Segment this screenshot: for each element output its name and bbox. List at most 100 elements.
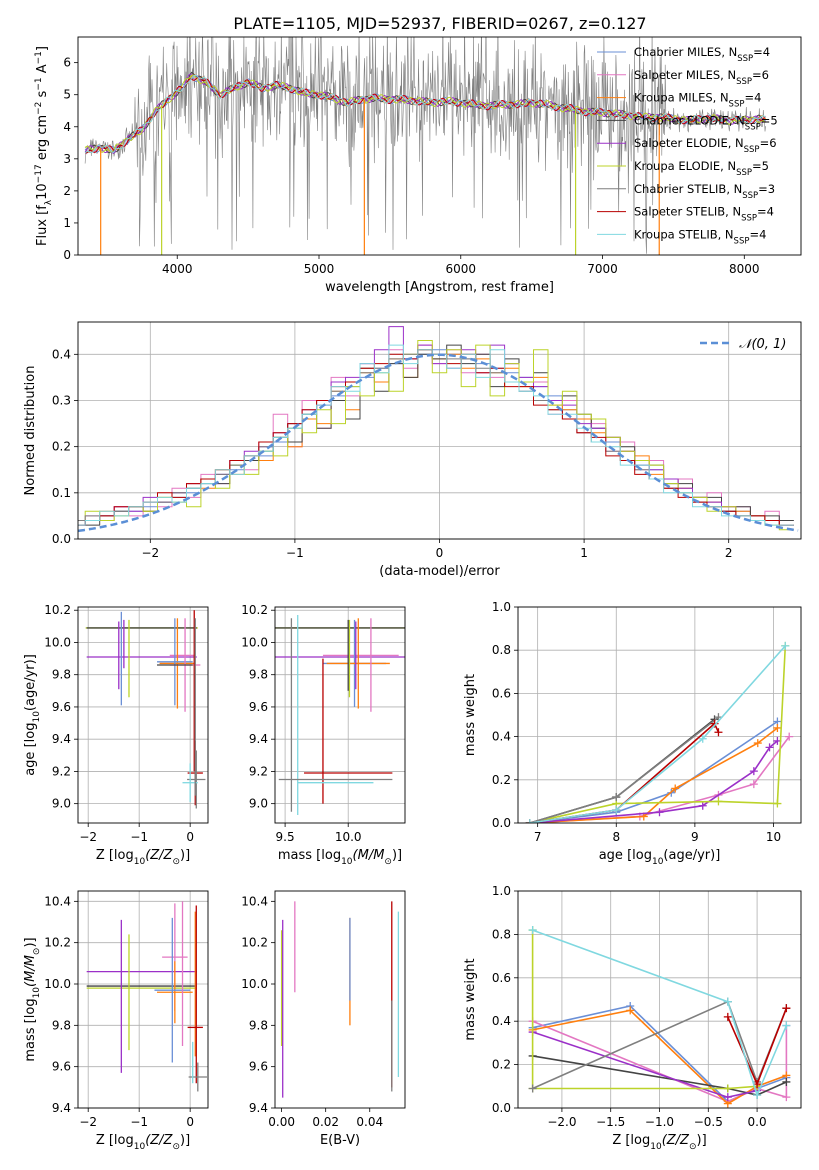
residuals-ytick-label: 0.4 [52, 347, 71, 361]
residual-histogram-series [78, 349, 794, 526]
ebv_vs_mass-xtick-label: 0.04 [356, 1115, 383, 1129]
residual-histogram-series [78, 344, 794, 526]
spectrum-ylabel: Flux [fλ10−17 erg cm−2 s−1 A−1] [34, 46, 54, 246]
z_mass_weight-ytick-label: 0.8 [492, 927, 511, 941]
residuals-xtick-label: 1 [580, 546, 588, 560]
z_mass_weight-ytick-label: 1.0 [492, 884, 511, 898]
z_mass_weight-ytick-label: 0.2 [492, 1058, 511, 1072]
z_vs_mass-ytick-label: 9.6 [52, 1060, 71, 1074]
ebv_vs_mass-ytick-label: 10.4 [241, 894, 268, 908]
residuals-frame [77, 321, 802, 540]
model-spectrum-line [84, 74, 766, 154]
mass-weight-point-marker [753, 739, 762, 748]
z_mass_weight-xtick-label: −2.0 [547, 1115, 576, 1129]
mass_vs_age-frame [274, 606, 406, 824]
residual-histogram-series [78, 349, 794, 526]
spectrum-ytick-label: 3 [63, 152, 71, 166]
z_mass_weight-ytick-label: 0.0 [492, 1101, 511, 1115]
mass-weight-series-line [529, 645, 787, 823]
residuals-ytick-label: 0.1 [52, 486, 71, 500]
z_vs_age-ytick-label: 9.4 [52, 732, 71, 746]
age_mass_weight-xlabel: age [log10(age/yr)] [599, 848, 721, 867]
mass-weight-series-line [532, 1055, 787, 1096]
mass-weight-point-marker [782, 1004, 791, 1013]
mass_vs_age-xtick-label: 10.0 [335, 830, 362, 844]
z_mass_weight-xlabel: Z [log10(Z/Z⊙)] [612, 1133, 706, 1152]
mass-weight-point-marker [723, 1084, 732, 1093]
mass-weight-point-marker [671, 784, 680, 793]
z_vs_mass-xtick-label: −1 [130, 1115, 148, 1129]
mass-weight-series-line [529, 727, 778, 823]
z_mass_weight-frame [517, 890, 802, 1109]
spectrum-ytick-label: 5 [63, 88, 71, 102]
age_mass_weight-ytick-label: 1.0 [492, 600, 511, 614]
spectrum-xtick-label: 7000 [587, 262, 618, 276]
spectrum-frame [77, 36, 802, 256]
figure-title: PLATE=1105, MJD=52937, FIBERID=0267, z=0… [233, 14, 646, 33]
age_mass_weight-ytick-label: 0.0 [492, 816, 511, 830]
mass_vs_age-xtick-label: 9.5 [276, 830, 295, 844]
mass-weight-point-marker [723, 1012, 732, 1021]
residuals-panel: −2 −1 0 1 2 0.0 0.1 0.2 0.3 0.4 (data-model)/error… [23, 321, 802, 579]
spectrum-ytick-label: 2 [63, 184, 71, 198]
ebv_vs_mass-frame [274, 890, 406, 1109]
mass-weight-point-marker [723, 1093, 732, 1102]
mass-weight-point-marker [528, 926, 537, 935]
z_mass_weight-xtick-label: 0.0 [748, 1115, 767, 1129]
z_vs_age-ytick-label: 10.0 [44, 635, 71, 649]
z_mass_weight-xtick-label: −1.5 [596, 1115, 625, 1129]
z_mass_weight-xtick-label: −1.0 [645, 1115, 674, 1129]
age_mass_weight-frame [517, 606, 802, 824]
z_vs_mass-xlabel: Z [log10(Z/Z⊙)] [96, 1133, 190, 1152]
z_vs_age-ylabel: age [log10(age/yr)] [23, 654, 42, 776]
mass-weight-point-marker [723, 997, 732, 1006]
mass-weight-point-marker [782, 1093, 791, 1102]
mass-weight-point-marker [612, 806, 621, 815]
legend-entry: 𝒩(0, 1) [739, 337, 786, 352]
mass-weight-point-marker [765, 743, 774, 752]
mass-weight-point-marker [698, 734, 707, 743]
age_mass_weight-xtick-label: 8 [612, 830, 620, 844]
ebv_vs_mass-ytick-label: 10.2 [241, 936, 268, 950]
z_vs_mass-ytick-label: 10.2 [44, 936, 71, 950]
mass-weight-point-marker [773, 723, 782, 732]
z_vs_mass-ylabel: mass [log10(M/M⊙)] [23, 937, 42, 1061]
legend-entry: Salpeter STELIB, NSSP=4 [634, 205, 774, 224]
z_vs_age-ytick-label: 9.0 [52, 797, 71, 811]
mass-weight-point-marker [655, 808, 664, 817]
spectrum-plot-area [84, 37, 767, 255]
residuals-ytick-label: 0.3 [52, 393, 71, 407]
spectrum-panel: 4000 5000 6000 7000 8000 0 1 2 3 4 5 6 wavelength [A… [34, 36, 802, 295]
legend-entry: Kroupa MILES, NSSP=4 [634, 91, 761, 110]
mass-weight-point-marker [525, 819, 534, 823]
z_vs_mass-ytick-label: 10.0 [44, 977, 71, 991]
mass-weight-point-marker [753, 1090, 762, 1099]
legend-entry: Kroupa STELIB, NSSP=4 [634, 227, 766, 246]
legend-entry: Salpeter MILES, NSSP=6 [634, 68, 769, 87]
mass-weight-point-marker [773, 799, 782, 808]
age_mass_weight-plot-area [525, 641, 794, 823]
mass-weight-series-line [531, 930, 758, 1090]
z_vs_age-frame [77, 606, 209, 824]
mass-weight-point-marker [781, 641, 790, 650]
ebv_vs_mass-xtick-label: 0.02 [312, 1115, 339, 1129]
residuals-xtick-label: −2 [141, 546, 159, 560]
observed-spectrum [84, 37, 766, 254]
residuals-plot-area [78, 326, 799, 533]
age_mass_weight-ytick-label: 0.6 [492, 686, 511, 700]
mass-weight-series-line [529, 740, 778, 823]
mass_vs_age-ytick-label: 9.8 [249, 668, 268, 682]
mass_vs_age-xlabel: mass [log10(M/M⊙)] [278, 848, 402, 867]
residuals-xlabel: (data-model)/error [379, 564, 500, 579]
z_vs_mass-ytick-label: 9.8 [52, 1018, 71, 1032]
z_mass_weight-panel: −2.0 −1.5 −1.0 −0.5 0.0 0.0 0.2 0.4 0.6 0.8 1.0 Z [… [463, 884, 802, 1152]
z_mass_weight-ylabel: mass weight [463, 958, 478, 1040]
mass_vs_age-panel: 9.5 10.0 9.0 9.2 9.4 9.6 9.8 10.0 10.2 mass [log1… [241, 603, 406, 867]
mass-weight-point-marker [714, 728, 723, 737]
z_vs_age-plot-area [85, 610, 206, 809]
z_vs_age-xlabel: Z [log10(Z/Z⊙)] [96, 848, 190, 867]
age_mass_weight-ytick-label: 0.8 [492, 643, 511, 657]
spectrum-xtick-label: 5000 [304, 262, 335, 276]
legend-entry: Chabrier STELIB, NSSP=3 [634, 182, 775, 201]
